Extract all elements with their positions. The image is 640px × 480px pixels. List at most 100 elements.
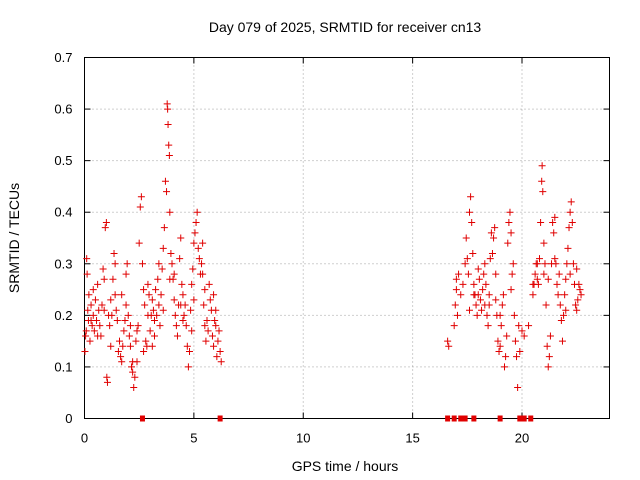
data-point bbox=[199, 239, 207, 247]
data-point bbox=[166, 275, 174, 283]
data-point bbox=[474, 265, 482, 273]
data-point bbox=[508, 270, 516, 278]
data-point bbox=[212, 322, 220, 330]
data-point bbox=[123, 260, 131, 268]
data-point bbox=[173, 332, 181, 340]
data-point bbox=[190, 239, 198, 247]
data-point bbox=[170, 296, 178, 304]
data-point bbox=[520, 332, 528, 340]
data-point bbox=[566, 270, 574, 278]
data-point bbox=[184, 363, 192, 371]
data-point bbox=[452, 286, 460, 294]
data-point bbox=[572, 301, 580, 309]
y-tick-label: 0.3 bbox=[54, 256, 72, 271]
data-point bbox=[153, 311, 161, 319]
data-point bbox=[569, 260, 577, 268]
data-point bbox=[459, 280, 467, 288]
data-point bbox=[467, 193, 475, 201]
data-point bbox=[217, 358, 225, 366]
data-point bbox=[490, 234, 498, 242]
data-point bbox=[109, 275, 117, 283]
data-point bbox=[100, 275, 108, 283]
data-point bbox=[182, 322, 190, 330]
data-point bbox=[560, 311, 568, 319]
data-point bbox=[528, 415, 534, 422]
data-point bbox=[111, 291, 119, 299]
data-point bbox=[86, 337, 94, 345]
data-point bbox=[152, 286, 160, 294]
data-point bbox=[498, 301, 506, 309]
data-point bbox=[497, 322, 505, 330]
data-point bbox=[537, 219, 545, 227]
data-point bbox=[142, 337, 150, 345]
data-point bbox=[521, 415, 527, 422]
data-point bbox=[496, 342, 504, 350]
data-point bbox=[480, 270, 488, 278]
data-point bbox=[529, 291, 537, 299]
data-point bbox=[108, 311, 116, 319]
data-point bbox=[545, 353, 553, 361]
data-point bbox=[214, 337, 222, 345]
data-point bbox=[136, 203, 144, 211]
data-point bbox=[151, 332, 158, 340]
data-point bbox=[492, 270, 500, 278]
data-point bbox=[550, 229, 558, 237]
data-point bbox=[177, 234, 185, 242]
data-point bbox=[87, 301, 95, 309]
data-point bbox=[168, 260, 176, 268]
data-point bbox=[133, 327, 141, 335]
data-point bbox=[533, 275, 541, 283]
data-point bbox=[488, 249, 496, 257]
data-point bbox=[544, 363, 552, 371]
data-point bbox=[100, 306, 108, 314]
data-point bbox=[201, 286, 209, 294]
data-point bbox=[217, 415, 223, 422]
data-point bbox=[83, 270, 91, 278]
data-point bbox=[458, 415, 464, 422]
data-point bbox=[525, 322, 533, 330]
y-tick-label: 0.5 bbox=[54, 153, 72, 168]
data-point bbox=[481, 260, 489, 268]
data-point bbox=[476, 296, 484, 304]
data-point bbox=[94, 280, 102, 288]
data-point bbox=[139, 415, 145, 422]
data-point bbox=[206, 296, 214, 304]
data-point bbox=[544, 275, 552, 283]
data-point bbox=[107, 296, 115, 304]
data-point bbox=[463, 255, 471, 263]
data-point bbox=[163, 188, 171, 196]
data-point bbox=[161, 177, 169, 185]
data-point bbox=[536, 255, 543, 263]
data-point bbox=[138, 260, 146, 268]
data-point bbox=[503, 332, 511, 340]
data-point bbox=[146, 327, 154, 335]
data-point bbox=[164, 105, 172, 113]
data-point bbox=[122, 270, 130, 278]
data-point bbox=[129, 368, 137, 376]
data-point bbox=[165, 151, 173, 159]
data-point bbox=[516, 347, 524, 355]
data-point bbox=[148, 296, 156, 304]
data-point bbox=[85, 291, 93, 299]
x-tick-label: 15 bbox=[405, 431, 419, 446]
data-point bbox=[144, 311, 152, 319]
data-point bbox=[145, 291, 153, 299]
plot-frame bbox=[84, 57, 610, 419]
data-point bbox=[513, 353, 521, 361]
data-point bbox=[195, 255, 203, 263]
data-point bbox=[117, 353, 125, 361]
data-point bbox=[496, 311, 504, 319]
data-point bbox=[129, 358, 137, 366]
data-point bbox=[457, 291, 465, 299]
data-point bbox=[167, 249, 175, 257]
data-point bbox=[111, 260, 119, 268]
data-point bbox=[483, 311, 491, 319]
data-point bbox=[101, 224, 109, 232]
data-point bbox=[141, 301, 149, 309]
data-point bbox=[497, 415, 503, 422]
data-point bbox=[491, 224, 499, 232]
data-point bbox=[507, 229, 515, 237]
data-point bbox=[481, 301, 489, 309]
data-point bbox=[132, 337, 140, 345]
data-point bbox=[82, 327, 90, 335]
